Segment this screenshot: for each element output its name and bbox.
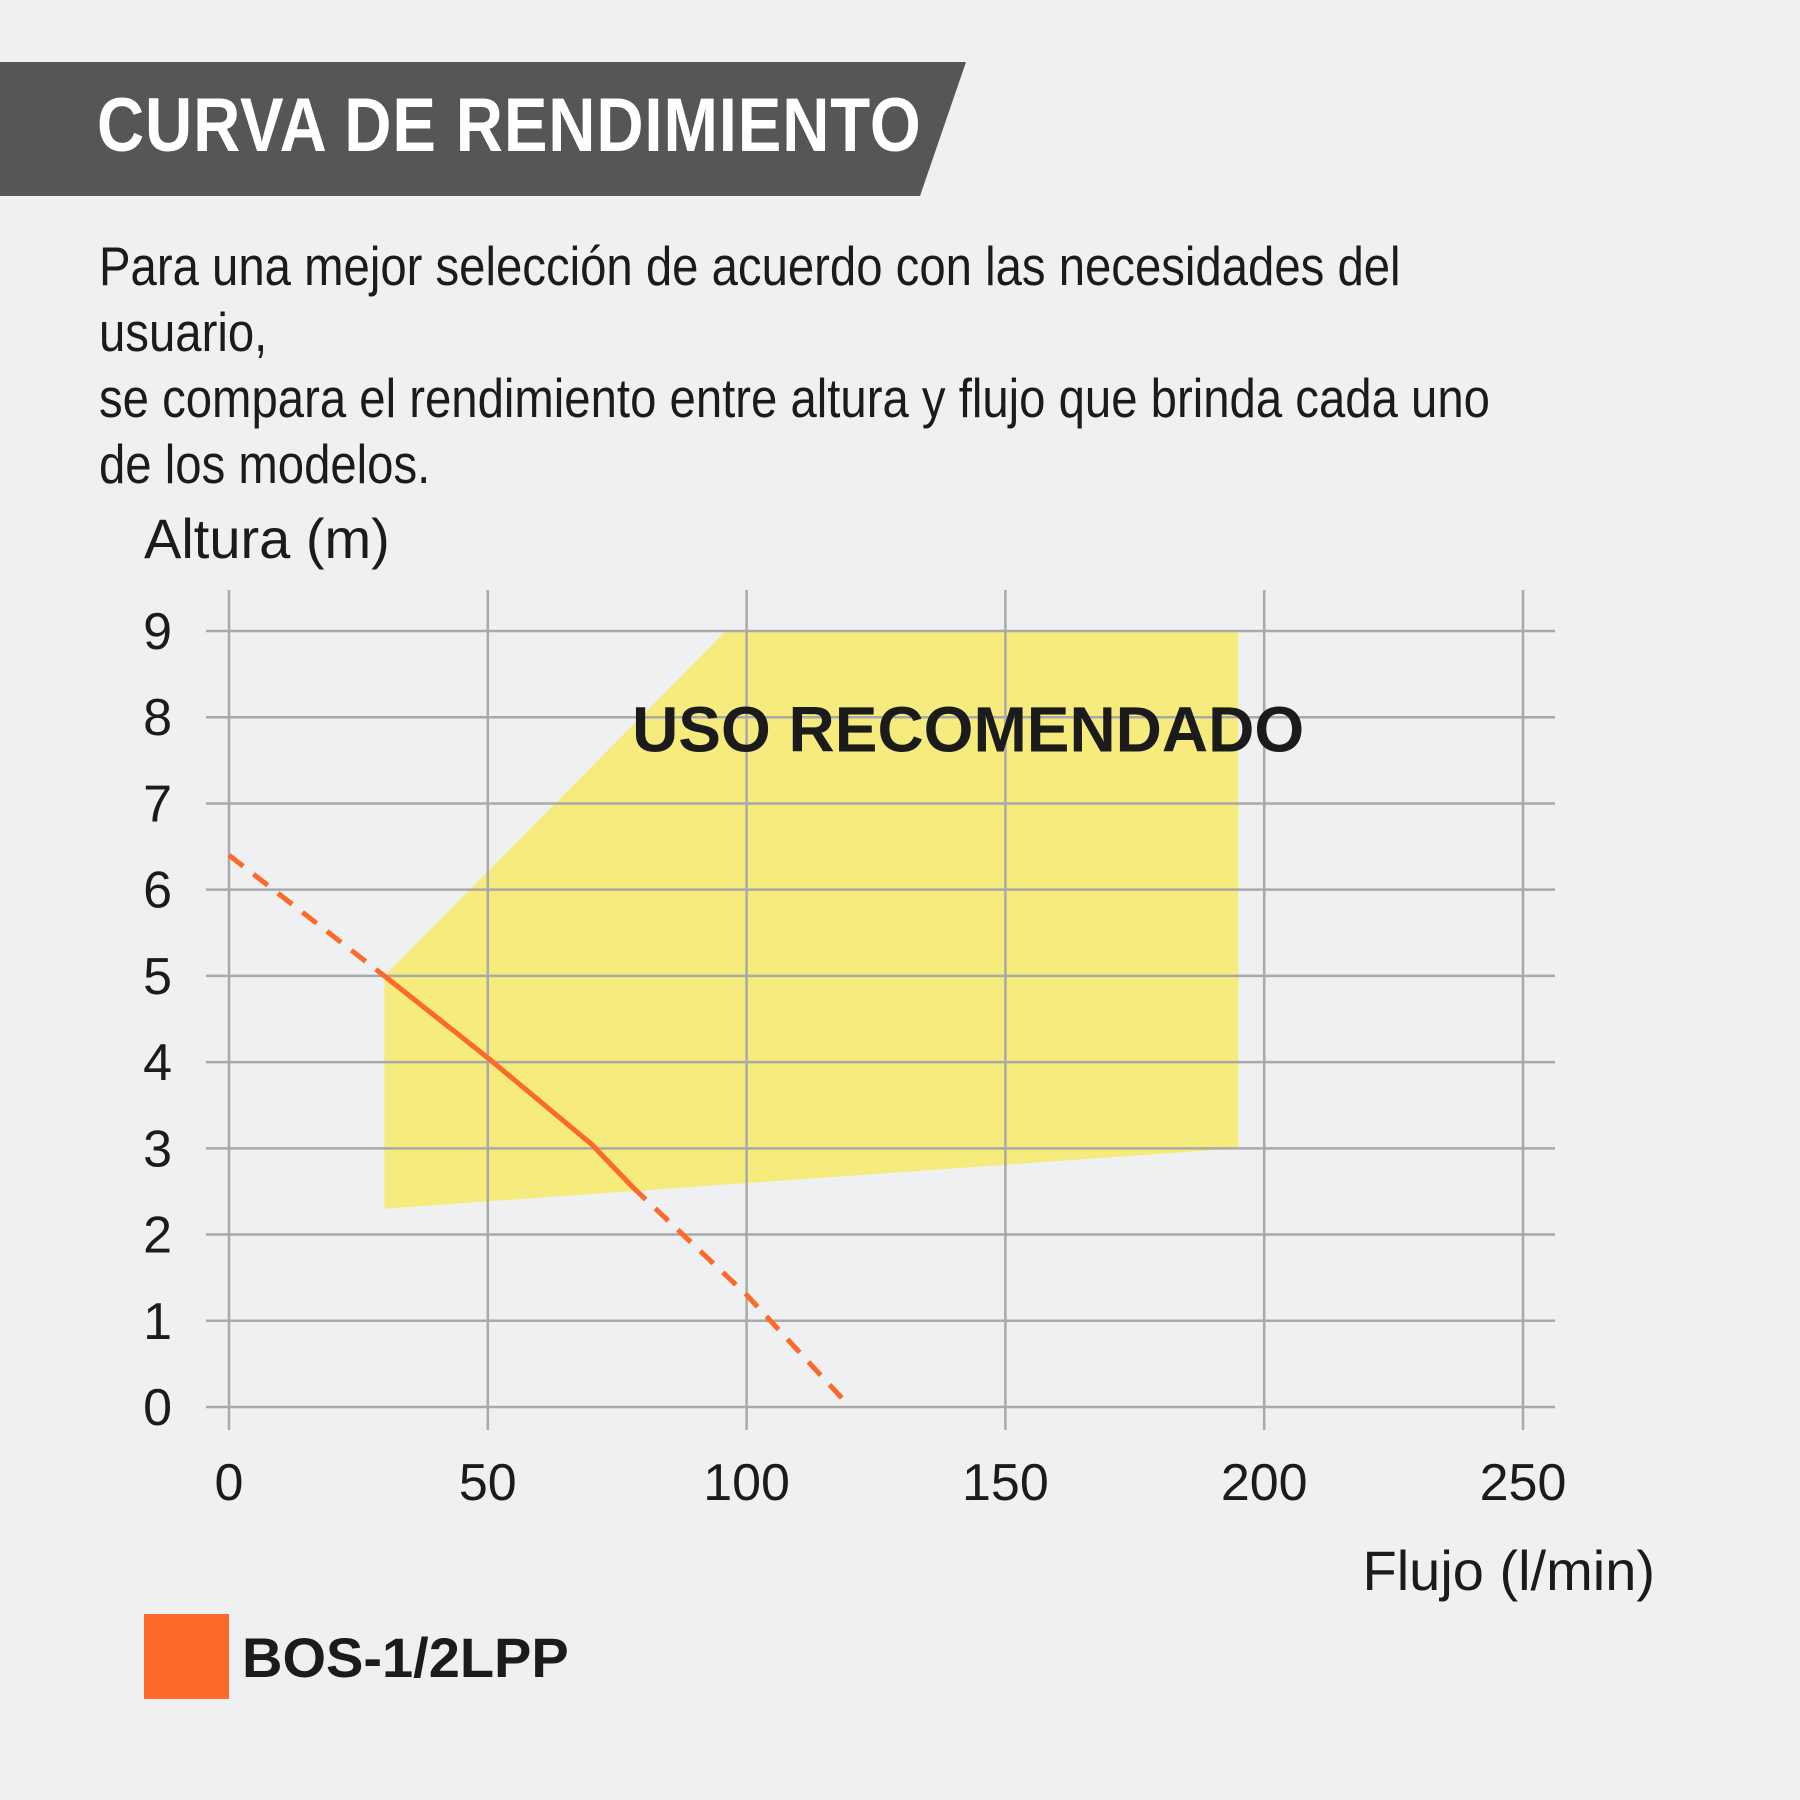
y-tick-label-7: 7 [143,775,172,833]
x-tick-label-200: 200 [1221,1454,1308,1512]
legend: BOS-1/2LPP [144,1614,569,1699]
y-tick-label-4: 4 [143,1034,172,1092]
y-tick-label-0: 0 [143,1379,172,1437]
recommended-zone [384,631,1239,1209]
x-tick-label-50: 50 [459,1454,517,1512]
intro-paragraph: Para una mejor selección de acuerdo con … [99,235,1490,495]
chart-grid [206,590,1555,1430]
y-tick-label-9: 9 [143,603,172,661]
x-tick-label-150: 150 [962,1454,1049,1512]
recommended-zone-label: USO RECOMENDADO [632,694,1304,766]
y-tick-label-1: 1 [143,1293,172,1351]
y-tick-labels: 0 1 2 3 4 5 6 7 8 9 [143,603,172,1437]
x-tick-labels: 0 50 100 150 200 250 [215,1454,1567,1512]
series-bos-1-2lpp-dashed-end [631,1185,852,1409]
y-tick-label-2: 2 [143,1207,172,1265]
x-tick-label-100: 100 [703,1454,790,1512]
title-band-shape [0,62,966,196]
legend-swatch-bos-1-2lpp [144,1614,229,1699]
series-bos-1-2lpp-solid [381,973,636,1190]
title-band-polygon [0,62,966,196]
y-tick-label-8: 8 [143,689,172,747]
chart-series [227,853,852,1409]
x-tick-label-0: 0 [215,1454,244,1512]
y-tick-label-6: 6 [143,862,172,920]
x-axis-title: Flujo (l/min) [1363,1539,1655,1602]
page-title: CURVA DE RENDIMIENTO [97,83,922,168]
series-bos-1-2lpp-dashed-start [227,853,386,978]
title-band [0,62,966,196]
y-tick-label-3: 3 [143,1120,172,1178]
y-axis-title: Altura (m) [144,507,390,570]
legend-label-bos-1-2lpp: BOS-1/2LPP [242,1626,569,1689]
x-tick-label-250: 250 [1480,1454,1567,1512]
y-tick-label-5: 5 [143,948,172,1006]
